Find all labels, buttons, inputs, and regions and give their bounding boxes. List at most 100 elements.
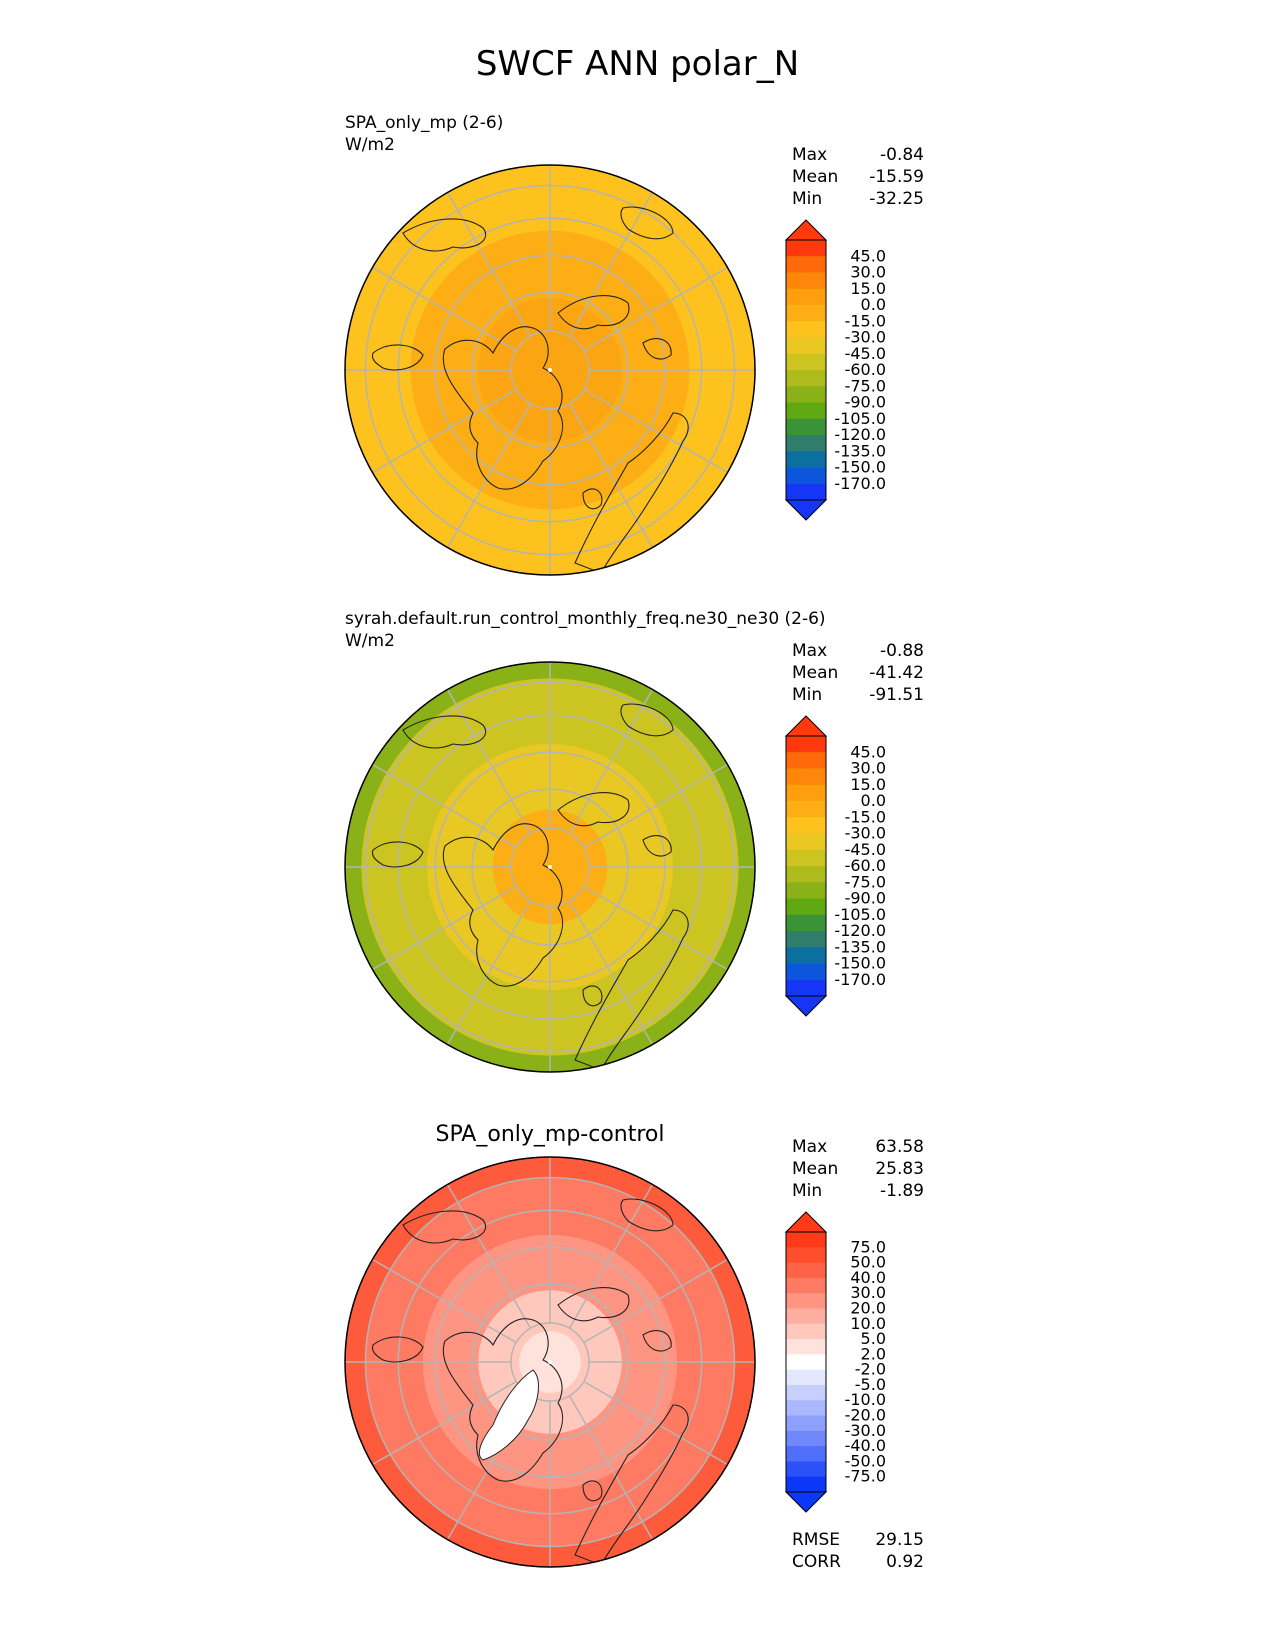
colorbar-tick-label: 45.0 xyxy=(850,742,886,761)
colorbar-tick-label: -60.0 xyxy=(845,360,886,379)
colorbar-tick-label: -150.0 xyxy=(834,954,886,973)
meridian-line-11 xyxy=(446,689,532,834)
colorbar-segment-5 xyxy=(786,817,826,834)
colorbar-segment-5 xyxy=(786,321,826,338)
colorbar-frame xyxy=(785,1231,827,1493)
coastline xyxy=(371,206,689,574)
panel-1-title: SPA_only_mp (2-6) xyxy=(345,113,504,133)
stat-mean-value: -15.59 xyxy=(869,167,924,187)
colorbar-segment-13 xyxy=(786,947,826,964)
meridian-line-1 xyxy=(568,192,654,337)
colorbar-tick-label: -150.0 xyxy=(834,458,886,477)
colorbar-tick-label: 75.0 xyxy=(850,1237,886,1256)
colorbar-extend-min xyxy=(784,995,828,1017)
colorbar-extend-min xyxy=(784,1491,828,1513)
colorbar-segment-15 xyxy=(786,979,826,997)
colorbar-extend-max xyxy=(784,1211,828,1233)
panel-2-colorbar: 45.030.015.00.0-15.0-30.0-45.0-60.0-75.0… xyxy=(784,715,886,1017)
colorbar-segment-14 xyxy=(786,467,826,485)
colorbar-tick-label: -10.0 xyxy=(845,1390,886,1409)
map-boundary xyxy=(344,1156,756,1568)
meridian-line-1 xyxy=(568,1184,654,1329)
colorbar-tick-label: -30.0 xyxy=(845,328,886,347)
colorbar-segment-0 xyxy=(786,736,826,753)
panel-2-stats: Max -0.88 Mean -41.42 Min -91.51 xyxy=(792,640,924,706)
colorbar-segment-4 xyxy=(786,801,826,818)
north-pole-marker xyxy=(548,368,552,372)
stat-min-value: -32.25 xyxy=(869,189,924,209)
panel-3-map xyxy=(344,1156,756,1568)
colorbar-tick-label: 15.0 xyxy=(850,775,886,794)
colorbar-segment-11 xyxy=(786,914,826,932)
colorbar-tick-label: -15.0 xyxy=(845,807,886,826)
stat-min-label: Min xyxy=(792,685,823,705)
colorbar-tick-label: -105.0 xyxy=(834,409,886,428)
colorbar-segment-14 xyxy=(786,1446,826,1462)
north-pole-marker xyxy=(548,865,552,869)
meridian-line-1 xyxy=(568,689,654,834)
stat-mean-value: -41.42 xyxy=(869,663,924,683)
meridian-line-10 xyxy=(372,763,517,849)
colorbar-segment-4 xyxy=(786,1293,826,1309)
panel-2-units: W/m2 xyxy=(345,631,395,651)
colorbar-segment-9 xyxy=(786,882,826,899)
stat-min-label: Min xyxy=(792,1181,823,1201)
colorbar-tick-label: -135.0 xyxy=(834,937,886,956)
meridian-line-4 xyxy=(583,885,728,971)
colorbar-tick-label: -90.0 xyxy=(845,393,886,412)
meridian-line-11 xyxy=(446,1184,532,1329)
panel-1-map xyxy=(344,164,756,576)
stat-min-label: Min xyxy=(792,189,823,209)
meridian-line-8 xyxy=(372,388,517,474)
meridian-line-2 xyxy=(583,1258,728,1344)
map-boundary xyxy=(344,661,756,1073)
colorbar-segment-3 xyxy=(786,288,826,306)
colorbar-segment-9 xyxy=(786,1369,826,1386)
north-pole-marker xyxy=(548,1360,552,1364)
panel-1-colorbar: 45.030.015.00.0-15.0-30.0-45.0-60.0-75.0… xyxy=(784,219,886,521)
colorbar-segment-1 xyxy=(786,1247,826,1264)
colorbar-segment-10 xyxy=(786,898,826,916)
panel-3-title: SPA_only_mp-control xyxy=(435,1122,665,1147)
colorbar-tick-label: -2.0 xyxy=(855,1360,886,1379)
colorbar-tick-label: 30.0 xyxy=(850,1283,886,1302)
colorbar-tick-label: 50.0 xyxy=(850,1253,886,1272)
colorbar-tick-label: 20.0 xyxy=(850,1299,886,1318)
panel-3-stats: Max 63.58 Mean 25.83 Min -1.89 xyxy=(792,1136,924,1202)
stat-corr-value: 0.92 xyxy=(886,1552,924,1572)
stat-max-value: 63.58 xyxy=(875,1137,924,1157)
stat-mean-label: Mean xyxy=(792,1159,839,1179)
panel-2-map xyxy=(344,661,756,1073)
colorbar-segment-5 xyxy=(786,1308,826,1325)
colorbar-tick-label: -40.0 xyxy=(845,1436,886,1455)
colorbar-tick-label: -45.0 xyxy=(845,840,886,859)
colorbar-segment-13 xyxy=(786,1430,826,1447)
stat-mean-value: 25.83 xyxy=(875,1159,924,1179)
colorbar-segment-8 xyxy=(786,1354,826,1371)
panel-3-colorbar: 75.050.040.030.020.010.05.02.0-2.0-5.0-1… xyxy=(784,1211,886,1513)
colorbar-segment-8 xyxy=(786,866,826,883)
colorbar-segment-12 xyxy=(786,1415,826,1432)
meridian-line-4 xyxy=(583,388,728,474)
colorbar-segment-12 xyxy=(786,931,826,948)
colorbar-tick-label: 0.0 xyxy=(861,791,886,810)
colorbar-tick-label: -5.0 xyxy=(855,1375,886,1394)
colorbar-tick-label: -90.0 xyxy=(845,889,886,908)
colorbar-tick-label: -45.0 xyxy=(845,344,886,363)
colorbar-segment-11 xyxy=(786,418,826,436)
colorbar-segment-12 xyxy=(786,435,826,452)
colorbar-tick-label: -30.0 xyxy=(845,824,886,843)
colorbar-tick-label: 40.0 xyxy=(850,1268,886,1287)
stat-rmse-label: RMSE xyxy=(792,1530,841,1550)
meridian-line-5 xyxy=(568,403,654,548)
meridian-line-10 xyxy=(372,266,517,352)
colorbar-frame xyxy=(785,735,827,997)
colorbar-segment-0 xyxy=(786,240,826,257)
meridian-line-4 xyxy=(583,1380,728,1466)
stat-mean-label: Mean xyxy=(792,167,839,187)
panel-1-stats: Max -0.84 Mean -15.59 Min -32.25 xyxy=(792,144,924,210)
meridian-line-8 xyxy=(372,885,517,971)
stat-min-value: -1.89 xyxy=(880,1181,924,1201)
colorbar-tick-label: -15.0 xyxy=(845,311,886,330)
stat-max-label: Max xyxy=(792,641,828,661)
